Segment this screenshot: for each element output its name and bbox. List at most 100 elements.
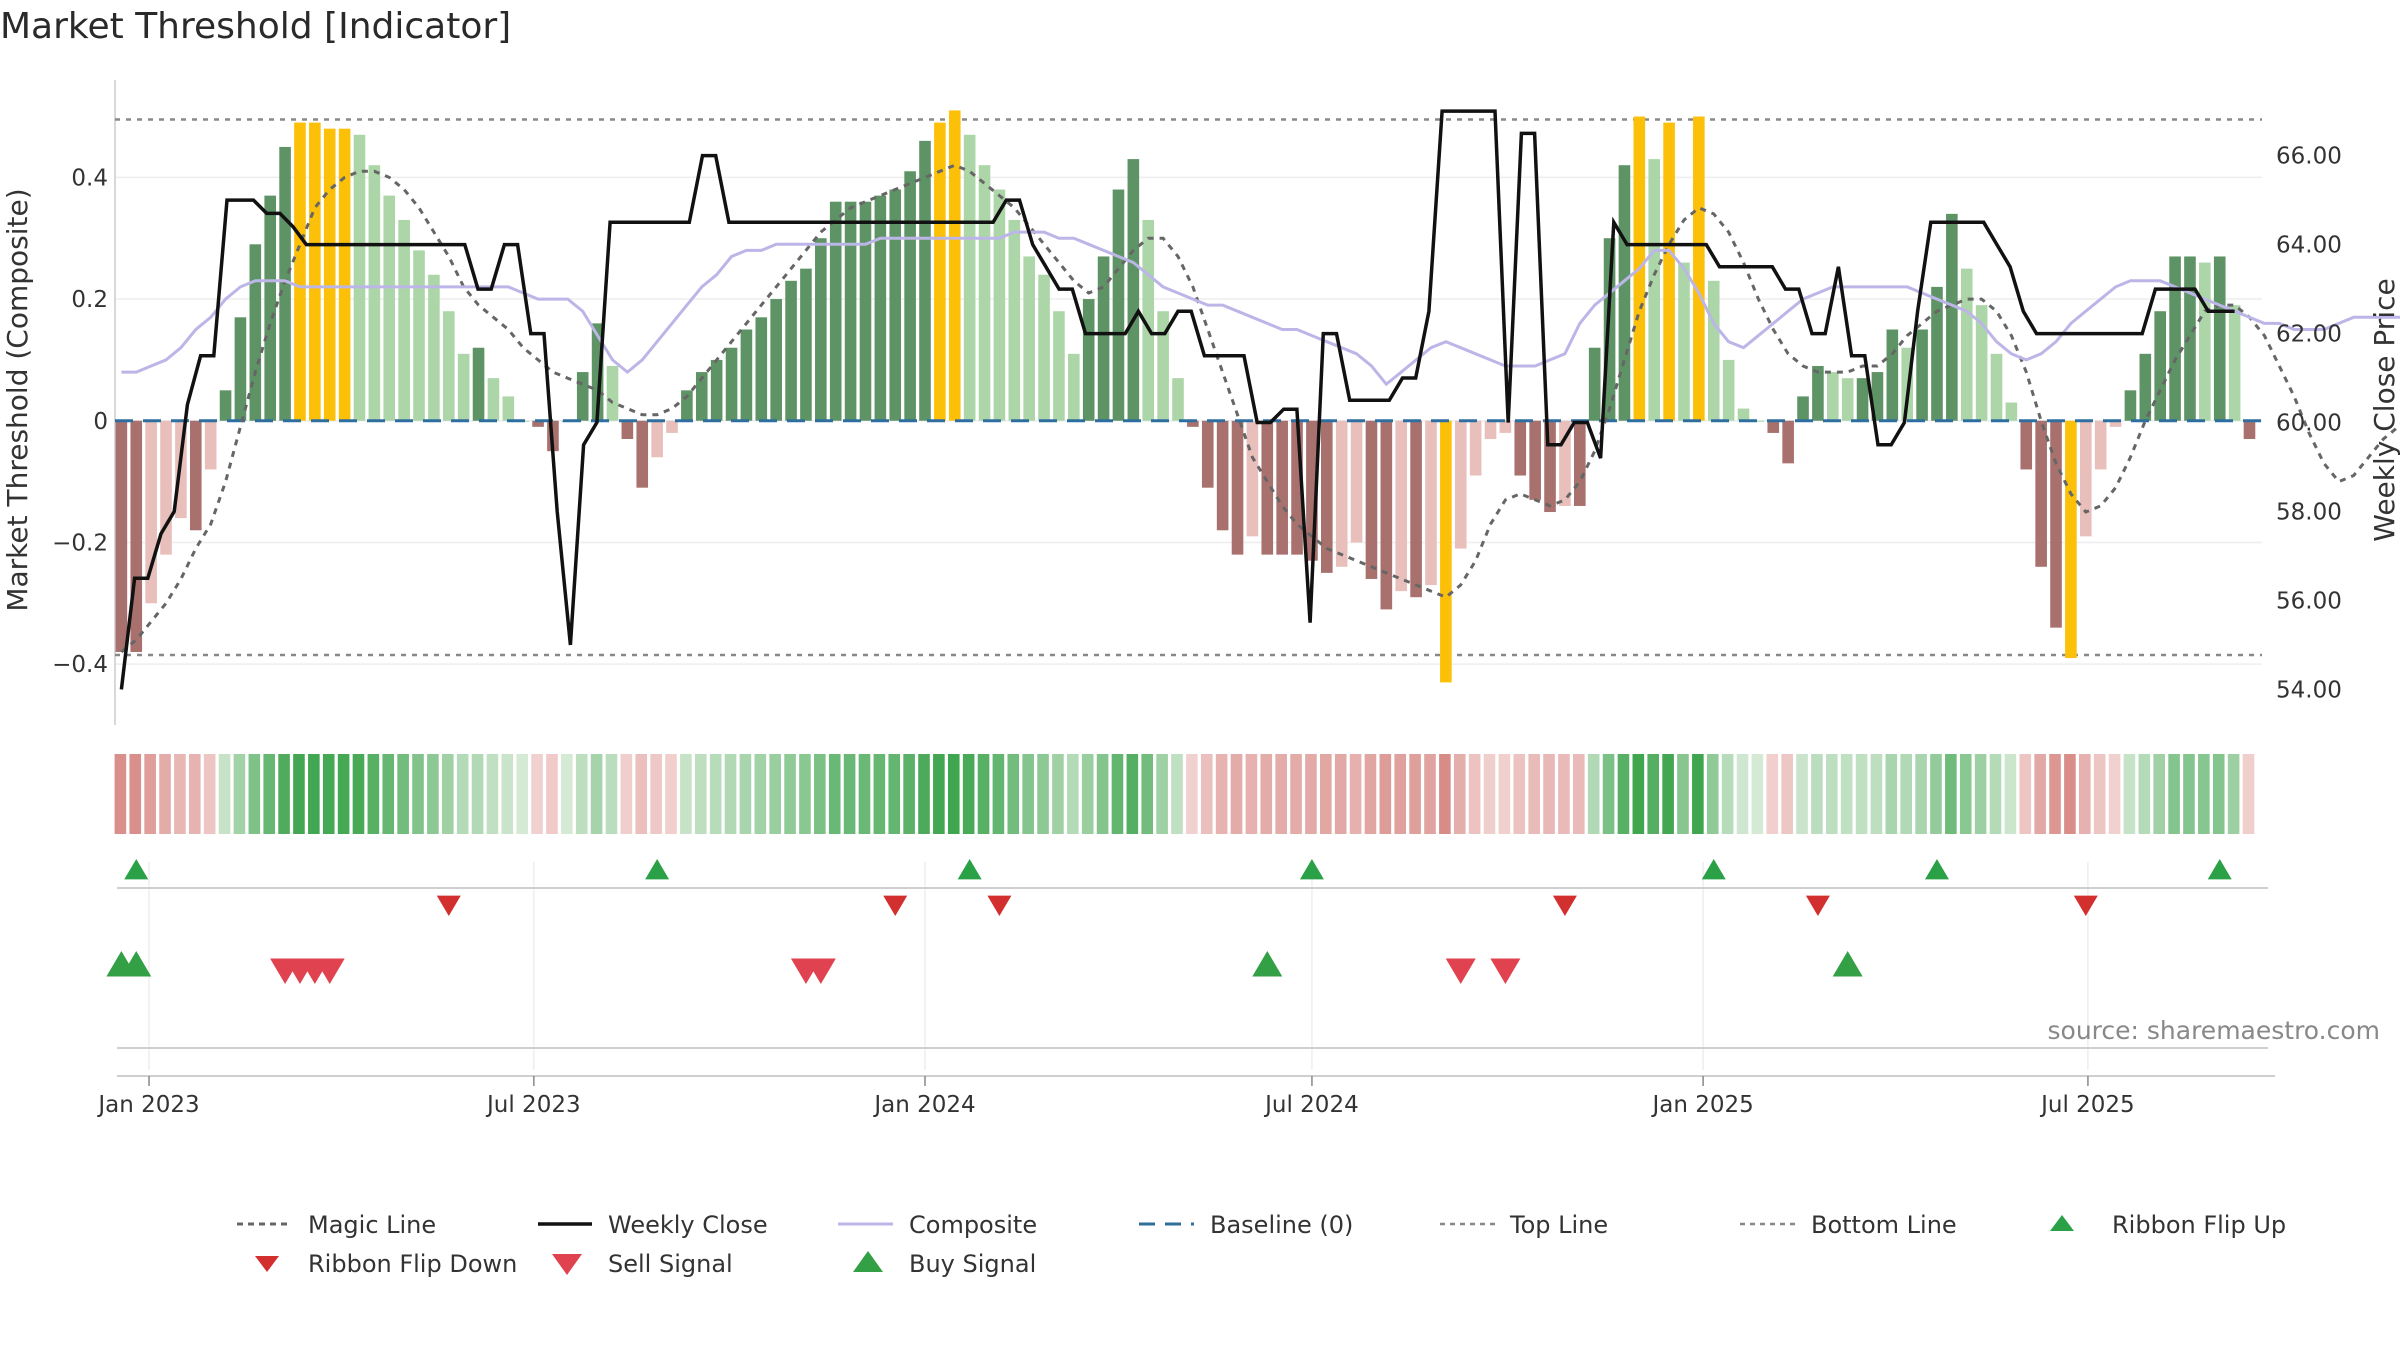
composite-bar	[1335, 420, 1348, 567]
ribbon-flip-down-marker	[1552, 895, 1577, 916]
composite-bar	[1440, 420, 1452, 683]
ribbon-cell	[2242, 754, 2255, 834]
ribbon-cell	[1528, 754, 1540, 834]
ribbon-cell	[1156, 754, 1168, 834]
ribbon-cell	[2019, 754, 2032, 834]
composite-bar	[1246, 420, 1259, 537]
composite-bar	[725, 347, 738, 421]
ribbon-cell	[1870, 754, 1883, 834]
composite-line	[121, 230, 2400, 387]
ribbon-cell	[1513, 754, 1526, 834]
ribbon-cell	[2227, 754, 2240, 834]
ribbon-cell	[546, 754, 558, 834]
ribbon-cell	[1692, 754, 1704, 834]
ribbon-cell	[575, 754, 588, 834]
y2-tick-label: 66.00	[2276, 144, 2342, 170]
composite-bar	[1425, 420, 1437, 586]
ribbon-flip-up-marker	[1701, 859, 1726, 880]
composite-bar	[1663, 122, 1675, 421]
svg-text:Top Line: Top Line	[1509, 1211, 1608, 1239]
composite-bar	[1782, 420, 1794, 464]
composite-bar	[398, 219, 410, 421]
composite-bar	[1886, 329, 1899, 421]
ribbon-cell	[903, 754, 915, 834]
composite-bar	[2035, 420, 2047, 567]
ribbon-cell	[1840, 754, 1853, 834]
ribbon-cell	[188, 754, 201, 834]
ribbon-cell	[754, 754, 767, 834]
composite-bar	[636, 420, 649, 488]
ribbon-cell	[1781, 754, 1793, 834]
ribbon-flip-down-marker	[987, 895, 1012, 916]
ribbon-cell	[1424, 754, 1436, 834]
composite-bar	[1797, 396, 1809, 421]
legend-item-composite: Composite	[838, 1211, 1037, 1239]
ribbon-cell	[2064, 754, 2076, 834]
ribbon-cell	[1022, 754, 1034, 834]
composite-bar	[428, 274, 440, 421]
ribbon-cell	[724, 754, 737, 834]
composite-bar	[1350, 420, 1363, 543]
legend-item-bottom-line: Bottom Line	[1740, 1211, 1957, 1239]
composite-bar	[1678, 262, 1690, 421]
ribbon-cell	[1855, 754, 1868, 834]
buy-signal-marker	[1252, 951, 1283, 977]
main-panel: 0.4 0.2 0 −0.2 −0.4 66.00 64.00 62.00 60.00 58.0…	[1, 80, 2400, 725]
composite-bar	[2124, 390, 2137, 421]
ribbon-cell	[114, 754, 127, 834]
composite-bar	[234, 317, 247, 421]
ribbon-cell	[1959, 754, 1972, 834]
ribbon-cell	[873, 754, 886, 834]
ribbon-cell	[1617, 754, 1630, 834]
legend: Magic Line Weekly Close Composite Baseli…	[237, 1211, 2286, 1278]
legend-item-ribbon-flip-down: Ribbon Flip Down	[255, 1250, 517, 1278]
composite-bar	[844, 201, 857, 421]
x-tick-label: Jan 2024	[872, 1092, 975, 1118]
ribbon-cell	[2004, 754, 2017, 834]
composite-bar	[770, 299, 782, 421]
composite-bar	[859, 201, 872, 421]
ribbon-cell	[382, 754, 395, 834]
ribbon-cell	[1305, 754, 1317, 834]
ribbon-cell	[1900, 754, 1913, 834]
ribbon-cell	[918, 754, 930, 834]
ribbon-cell	[1126, 754, 1139, 834]
ribbon-cell	[739, 754, 752, 834]
composite-bar	[532, 420, 544, 427]
buy-triangle-icon	[853, 1251, 883, 1272]
ribbon-flip-down-marker	[436, 895, 461, 916]
sell-signal-marker	[805, 958, 836, 984]
y-tick-label: 0.2	[71, 287, 108, 313]
ribbon-cell	[516, 754, 528, 834]
composite-bar	[368, 165, 381, 421]
ribbon-cell	[278, 754, 290, 834]
composite-bar	[681, 390, 693, 421]
left-y-ticks: 0.4 0.2 0 −0.2 −0.4	[52, 165, 108, 678]
legend-item-ribbon-flip-up: Ribbon Flip Up	[2050, 1211, 2286, 1239]
ribbon-cell	[2093, 754, 2106, 834]
ribbon-cell	[620, 754, 633, 834]
composite-bar	[1127, 159, 1140, 421]
composite-bar	[1529, 420, 1541, 500]
composite-bar	[1931, 286, 1943, 421]
composite-bar	[2094, 420, 2107, 470]
ribbon-cell	[1290, 754, 1302, 834]
ribbon-cell	[680, 754, 692, 834]
svg-text:Ribbon Flip Down: Ribbon Flip Down	[308, 1250, 517, 1278]
buy-signal-marker	[1832, 951, 1863, 977]
ribbon-cell	[233, 754, 246, 834]
ribbon-cell	[1037, 754, 1049, 834]
ribbon-cell	[456, 754, 469, 834]
composite-bar	[338, 128, 351, 421]
ribbon-cell	[590, 754, 603, 834]
ribbon-cell	[650, 754, 662, 834]
legend-item-baseline: Baseline (0)	[1139, 1211, 1353, 1239]
composite-bar	[1975, 305, 1988, 421]
composite-bar	[2243, 420, 2256, 440]
ribbon-cell	[1602, 754, 1615, 834]
ribbon-cell	[2153, 754, 2166, 834]
composite-bar	[1618, 165, 1631, 421]
ribbon-flip-up-marker	[957, 859, 982, 880]
composite-bar	[1826, 372, 1839, 421]
